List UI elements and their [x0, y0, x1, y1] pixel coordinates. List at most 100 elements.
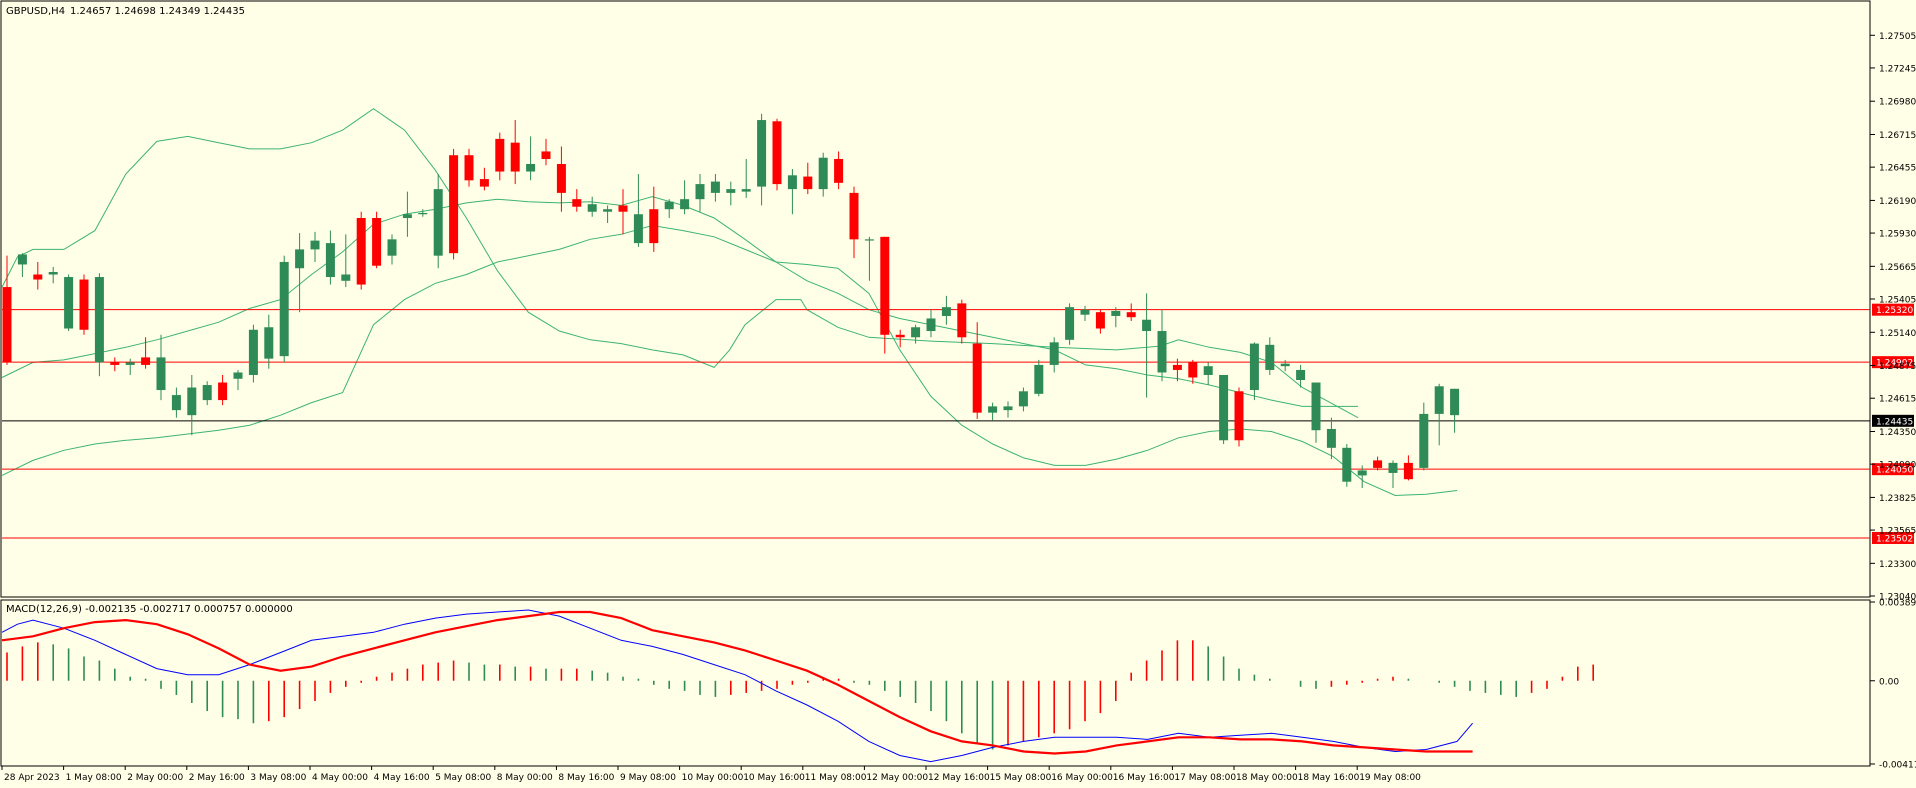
candle	[1065, 303, 1075, 345]
candle-body	[1219, 374, 1229, 441]
candle-body	[572, 199, 582, 207]
candle-body	[464, 155, 474, 181]
candle	[187, 374, 197, 436]
candle-body	[603, 209, 613, 212]
candle-body	[48, 272, 58, 275]
level-label: 1.23502	[1876, 534, 1913, 544]
candle-body	[64, 277, 74, 329]
candle-body	[79, 279, 89, 330]
candle	[695, 174, 705, 212]
candle-body	[741, 189, 751, 192]
price-tick-label: 1.24875	[1879, 362, 1916, 372]
candle	[1249, 342, 1259, 401]
candle	[649, 186, 659, 252]
candle-body	[187, 387, 197, 416]
candle-body	[1095, 312, 1105, 329]
candle-body	[479, 179, 489, 187]
level-tag	[1872, 303, 1914, 316]
price-tick-label: 1.23040	[1879, 593, 1916, 603]
candle	[972, 322, 982, 419]
time-tick-label: 2 May 16:00	[189, 773, 245, 783]
time-tick-label: 10 May 16:00	[743, 773, 805, 783]
candle	[1419, 402, 1429, 471]
candle	[1357, 465, 1367, 488]
price-tick-label: 1.23825	[1879, 494, 1916, 504]
candle	[680, 180, 690, 215]
candle	[1111, 307, 1121, 328]
candle	[248, 324, 258, 383]
candle	[1157, 309, 1167, 382]
candle	[295, 233, 305, 313]
price-tick-label: 1.26715	[1879, 131, 1916, 141]
candle	[1280, 359, 1290, 372]
candle	[957, 299, 967, 344]
candle	[1034, 359, 1044, 397]
candle	[556, 146, 566, 212]
candle-body	[295, 249, 305, 269]
candle-body	[618, 205, 628, 212]
time-tick-label: 15 May 08:00	[990, 773, 1052, 783]
candle	[279, 255, 289, 363]
candle	[541, 138, 551, 166]
candle-body	[248, 329, 258, 375]
candle-body	[1172, 364, 1182, 370]
time-tick-label: 12 May 16:00	[928, 773, 990, 783]
candle	[787, 169, 797, 215]
candle-body	[418, 212, 428, 215]
time-tick-label: 1 May 08:00	[66, 773, 122, 783]
candle-body	[1357, 470, 1367, 476]
level-tag	[1872, 463, 1914, 476]
price-tick-label: 1.25930	[1879, 230, 1916, 240]
candle	[233, 369, 243, 391]
candle	[803, 162, 813, 195]
candle	[849, 186, 859, 259]
candle-body	[1157, 331, 1167, 373]
candle-body	[372, 218, 382, 266]
time-tick-label: 5 May 08:00	[435, 773, 491, 783]
candle-body	[341, 274, 351, 281]
candle	[1003, 401, 1013, 418]
macd-tick-label: 0.003897	[1879, 599, 1916, 609]
time-tick-label: 19 May 08:00	[1359, 773, 1421, 783]
candle-body	[1142, 319, 1152, 332]
candle-body	[1311, 382, 1321, 431]
candle	[510, 120, 520, 185]
candle-body	[1111, 310, 1121, 316]
candle	[880, 236, 890, 354]
candle-body	[818, 157, 828, 190]
candle-body	[310, 240, 320, 250]
time-tick-label: 4 May 16:00	[374, 773, 430, 783]
candle-body	[1188, 362, 1198, 378]
candle	[726, 181, 736, 206]
candle-body	[1403, 462, 1413, 480]
candle-body	[1080, 309, 1090, 315]
candle-body	[1018, 391, 1028, 407]
macd-tick-label: 0.00	[1879, 677, 1899, 687]
candle	[1018, 387, 1028, 412]
candle-body	[849, 192, 859, 240]
candle	[1172, 358, 1182, 382]
candle-body	[356, 218, 366, 285]
candle-body	[972, 343, 982, 413]
macd-pane[interactable]: 0.003897 0.00 -0.004119 MACD(12,26,9) -0.0…	[0, 599, 1916, 771]
candle-body	[587, 204, 597, 212]
horizontal-levels: 1.25320 1.24902 1.24050 1.23502 1.24435	[2, 303, 1914, 544]
time-axis: 28 Apr 2023 1 May 08:00 2 May 00:00 2 May 1…	[1, 766, 1421, 783]
candle	[911, 324, 921, 344]
candle-body	[495, 138, 505, 172]
candle-body	[803, 176, 813, 190]
candle	[64, 274, 74, 332]
band-lower	[1, 224, 1458, 497]
candle	[356, 211, 366, 290]
candle-body	[834, 158, 844, 183]
price-tick-label: 1.25405	[1879, 296, 1916, 306]
price-pane[interactable]: 1.25320 1.24902 1.24050 1.23502 1.24435 1.27…	[0, 0, 1916, 603]
candle	[926, 309, 936, 338]
current-price-tag	[1872, 414, 1914, 427]
candle	[618, 189, 628, 235]
candle	[495, 132, 505, 181]
candle-body	[110, 362, 120, 365]
candle	[757, 113, 767, 206]
candle-body	[202, 385, 212, 401]
candle	[1080, 305, 1090, 321]
